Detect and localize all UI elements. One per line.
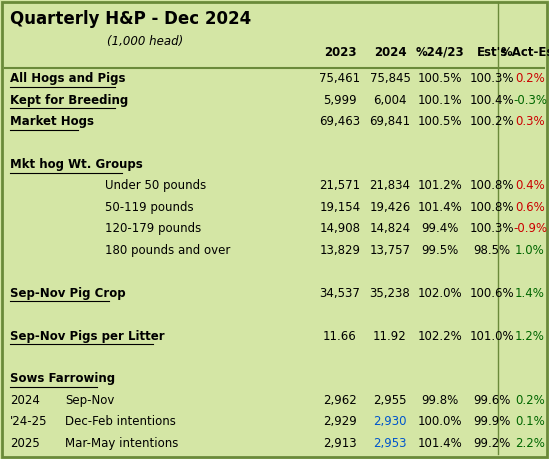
Text: Market Hogs: Market Hogs [10, 115, 94, 128]
Text: 99.2%: 99.2% [473, 437, 511, 450]
Text: 0.3%: 0.3% [515, 115, 545, 128]
Text: 99.6%: 99.6% [473, 394, 511, 407]
Text: 19,426: 19,426 [369, 201, 411, 214]
Text: 50-119 pounds: 50-119 pounds [105, 201, 194, 214]
Text: '24-25: '24-25 [10, 415, 48, 428]
Text: 101.4%: 101.4% [418, 437, 462, 450]
Text: 75,461: 75,461 [320, 72, 361, 85]
Text: 21,571: 21,571 [320, 179, 361, 192]
Text: 101.0%: 101.0% [470, 330, 514, 342]
Text: 98.5%: 98.5% [473, 244, 511, 257]
Text: 102.2%: 102.2% [418, 330, 462, 342]
Text: All Hogs and Pigs: All Hogs and Pigs [10, 72, 126, 85]
Text: Sep-Nov: Sep-Nov [65, 394, 114, 407]
Text: 11.66: 11.66 [323, 330, 357, 342]
Text: 14,908: 14,908 [320, 222, 361, 235]
Text: Under 50 pounds: Under 50 pounds [105, 179, 206, 192]
Text: 120-179 pounds: 120-179 pounds [105, 222, 201, 235]
Bar [408, 68, 520, 454]
Text: 99.4%: 99.4% [421, 222, 458, 235]
Text: 0.2%: 0.2% [515, 72, 545, 85]
Text: Kept for Breeding: Kept for Breeding [10, 94, 128, 106]
Text: 100.8%: 100.8% [470, 201, 514, 214]
Text: %Act-Est: %Act-Est [501, 45, 549, 58]
Text: 100.5%: 100.5% [418, 72, 462, 85]
Text: 14,824: 14,824 [369, 222, 411, 235]
Text: 100.6%: 100.6% [470, 287, 514, 300]
Text: 2,953: 2,953 [373, 437, 407, 450]
Text: Dec-Feb intentions: Dec-Feb intentions [65, 415, 176, 428]
Text: 100.3%: 100.3% [470, 72, 514, 85]
Text: 100.1%: 100.1% [418, 94, 462, 106]
Text: Mar-May intentions: Mar-May intentions [65, 437, 178, 450]
Text: 2024: 2024 [374, 45, 406, 58]
Text: 99.8%: 99.8% [422, 394, 458, 407]
Text: 100.0%: 100.0% [418, 415, 462, 428]
Text: 100.3%: 100.3% [470, 222, 514, 235]
Bar [498, 2, 544, 68]
Text: 35,238: 35,238 [369, 287, 410, 300]
Text: 5,999: 5,999 [323, 94, 357, 106]
Bar [498, 68, 544, 454]
Text: 100.5%: 100.5% [418, 115, 462, 128]
Text: Mkt hog Wt. Groups: Mkt hog Wt. Groups [10, 158, 143, 171]
Text: 1.0%: 1.0% [515, 244, 545, 257]
Text: Quarterly H&P - Dec 2024: Quarterly H&P - Dec 2024 [10, 10, 251, 28]
Text: 0.1%: 0.1% [515, 415, 545, 428]
Text: 101.4%: 101.4% [418, 201, 462, 214]
Text: 2025: 2025 [10, 437, 40, 450]
Text: 69,463: 69,463 [320, 115, 361, 128]
Text: 2024: 2024 [10, 394, 40, 407]
Text: Sep-Nov Pigs per Litter: Sep-Nov Pigs per Litter [10, 330, 165, 342]
Text: Est's: Est's [477, 45, 508, 58]
Text: 100.2%: 100.2% [470, 115, 514, 128]
Text: -0.3%: -0.3% [513, 94, 547, 106]
Text: 19,154: 19,154 [320, 201, 361, 214]
Text: 2,955: 2,955 [373, 394, 407, 407]
Text: 0.6%: 0.6% [515, 201, 545, 214]
Text: 6,004: 6,004 [373, 94, 407, 106]
Text: (1,000 head): (1,000 head) [107, 35, 183, 48]
Text: 1.2%: 1.2% [515, 330, 545, 342]
Text: 2023: 2023 [324, 45, 356, 58]
Text: -0.9%: -0.9% [513, 222, 547, 235]
Text: 1.4%: 1.4% [515, 287, 545, 300]
Text: 99.9%: 99.9% [473, 415, 511, 428]
Text: 0.2%: 0.2% [515, 394, 545, 407]
Text: 2,930: 2,930 [373, 415, 407, 428]
Text: 102.0%: 102.0% [418, 287, 462, 300]
Text: 2,913: 2,913 [323, 437, 357, 450]
Text: Sows Farrowing: Sows Farrowing [10, 372, 115, 386]
Text: 100.4%: 100.4% [470, 94, 514, 106]
Text: 11.92: 11.92 [373, 330, 407, 342]
Text: 2,962: 2,962 [323, 394, 357, 407]
Text: 0.4%: 0.4% [515, 179, 545, 192]
Text: 75,845: 75,845 [369, 72, 411, 85]
Text: %24/23: %24/23 [416, 45, 464, 58]
Text: 69,841: 69,841 [369, 115, 411, 128]
Text: 2,929: 2,929 [323, 415, 357, 428]
Text: 34,537: 34,537 [320, 287, 361, 300]
Text: 2.2%: 2.2% [515, 437, 545, 450]
Text: 99.5%: 99.5% [422, 244, 458, 257]
Text: 100.8%: 100.8% [470, 179, 514, 192]
Text: 13,757: 13,757 [369, 244, 411, 257]
Text: 13,829: 13,829 [320, 244, 361, 257]
Text: 180 pounds and over: 180 pounds and over [105, 244, 231, 257]
Text: Sep-Nov Pig Crop: Sep-Nov Pig Crop [10, 287, 126, 300]
Text: 101.2%: 101.2% [418, 179, 462, 192]
Text: 21,834: 21,834 [369, 179, 411, 192]
